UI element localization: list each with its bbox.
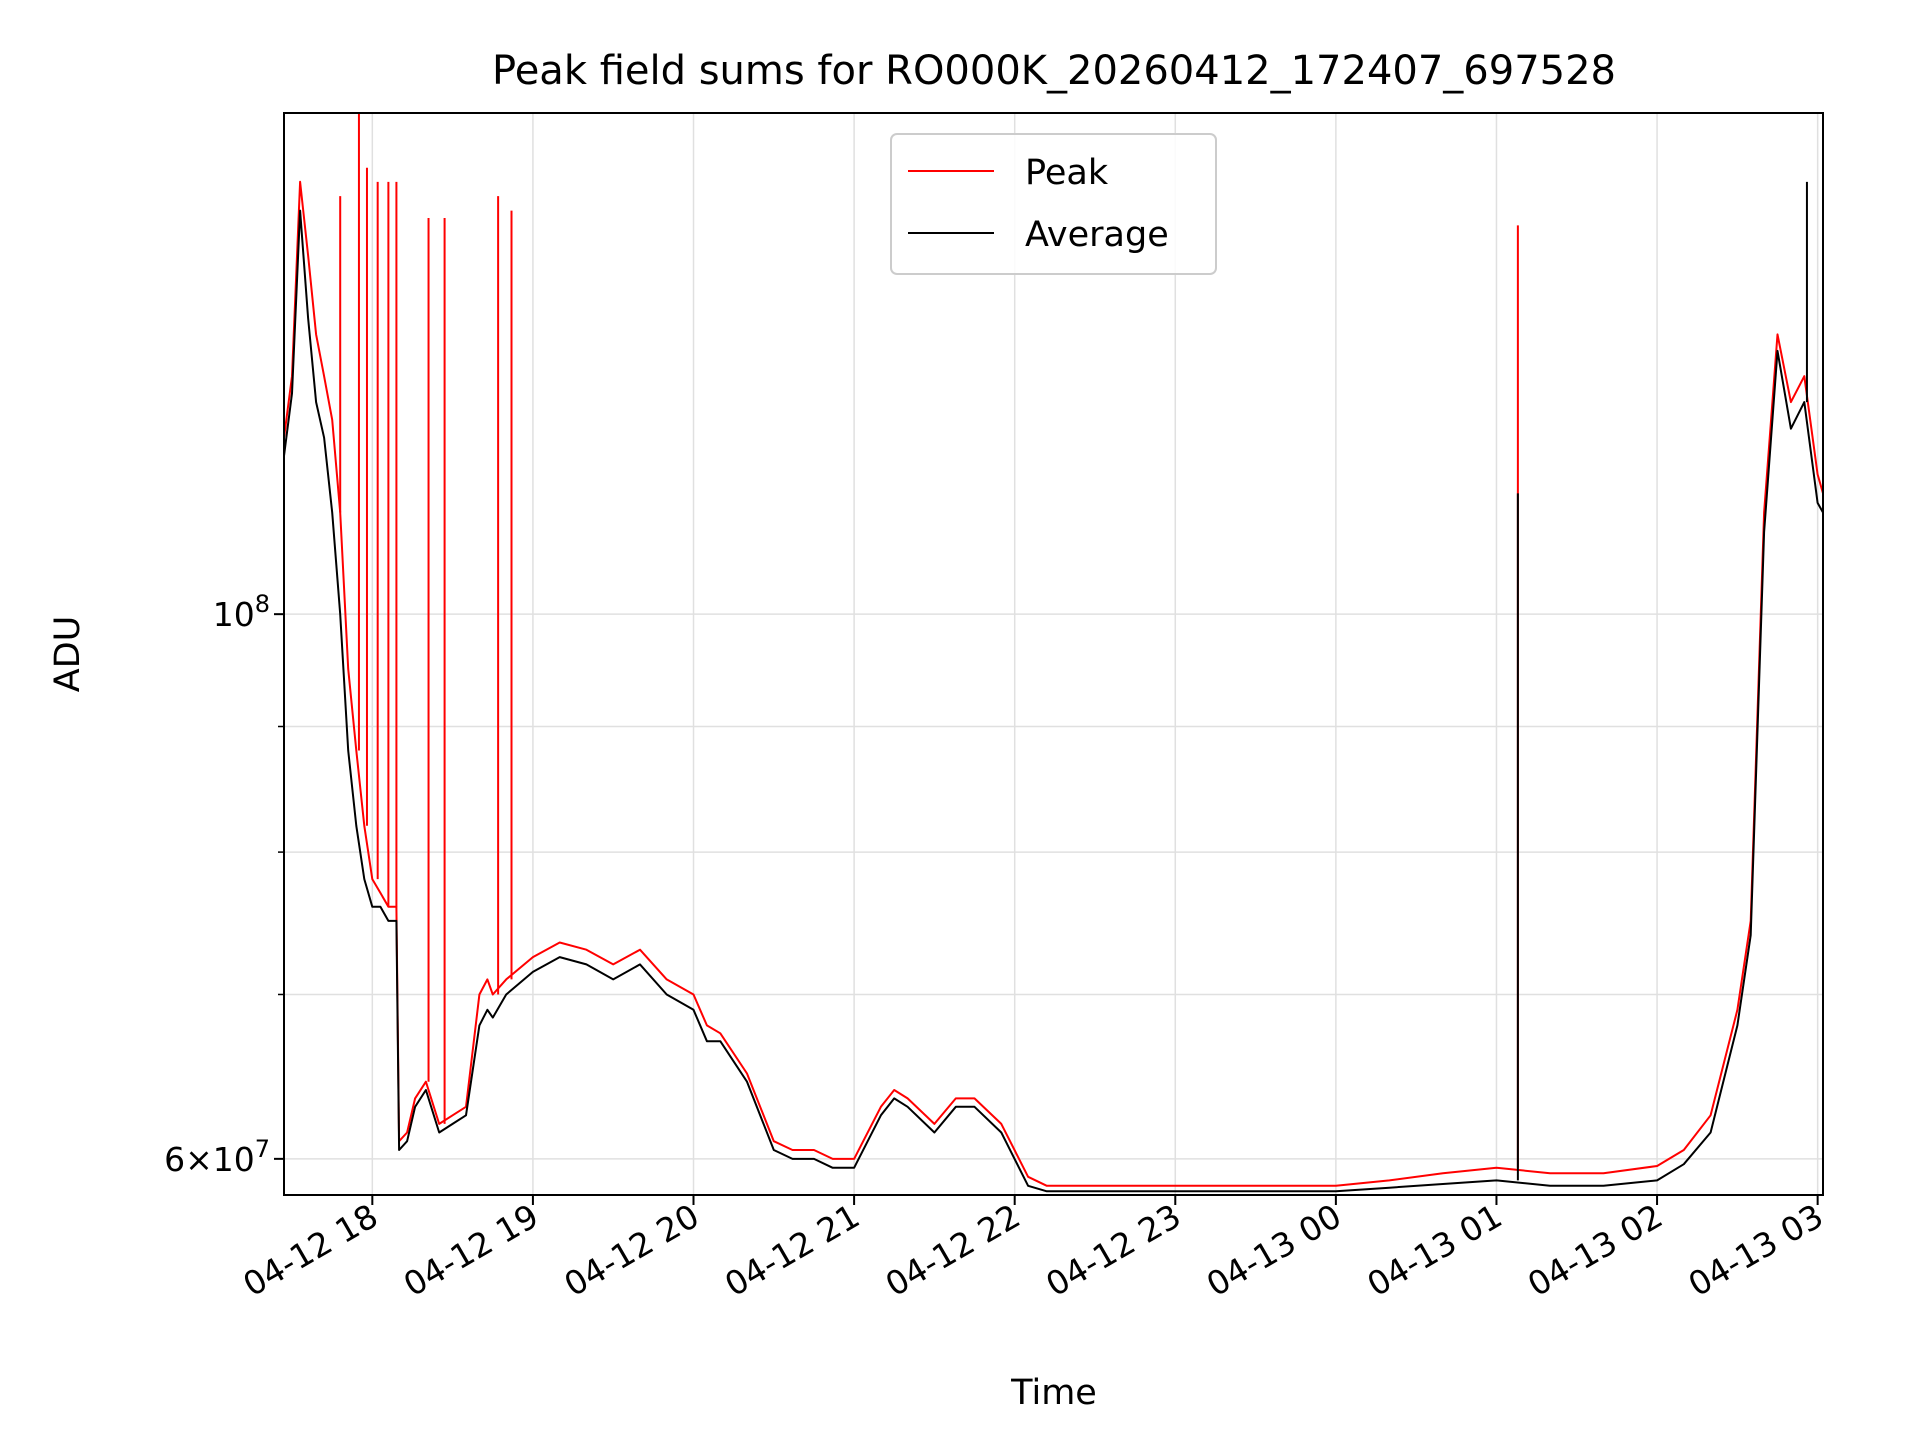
chart-title: Peak field sums for RO000K_20260412_1724…: [492, 48, 1616, 94]
y-axis-label: ADU: [48, 616, 88, 693]
grid-lines: [284, 113, 1823, 1195]
series-line-peak: [283, 180, 1824, 1187]
plot-series: [283, 113, 1824, 1193]
legend: Peak Average: [890, 133, 1217, 275]
series-line-average: [283, 209, 1824, 1193]
legend-peak-label: Peak: [1025, 153, 1109, 193]
y-tick-label: 6×107: [164, 1135, 270, 1179]
legend-average-label: Average: [1025, 215, 1169, 255]
y-tick-label: 108: [213, 590, 270, 634]
legend-box: [890, 133, 1217, 275]
plot-frame: [283, 112, 1824, 1196]
x-axis-label: Time: [1010, 1373, 1097, 1413]
